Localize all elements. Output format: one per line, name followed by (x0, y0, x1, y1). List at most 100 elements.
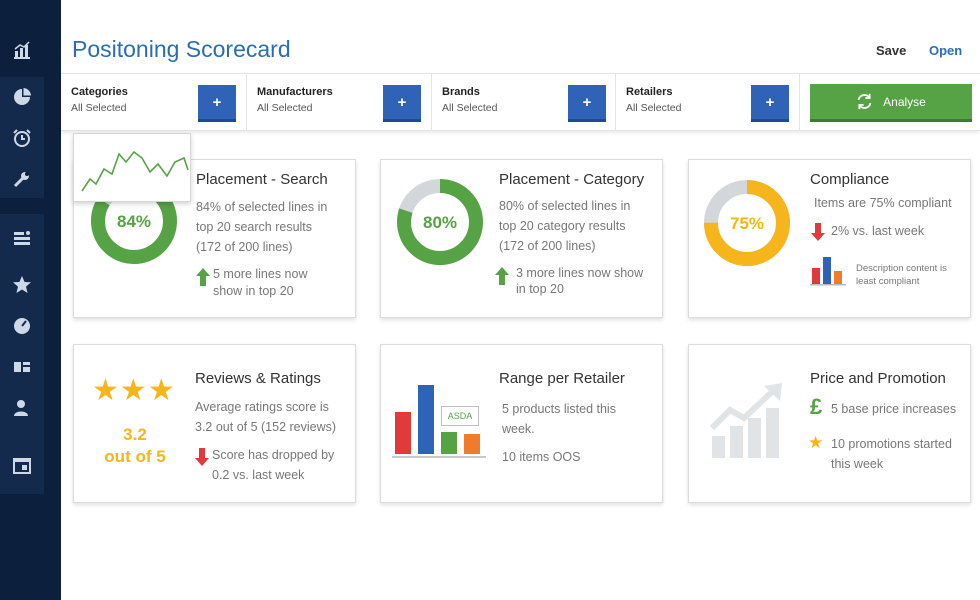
chart-icon[interactable] (0, 30, 44, 70)
card-text: Items are 75% compliant (814, 196, 952, 210)
card-title: Placement - Category (499, 171, 645, 188)
refresh-icon (857, 93, 872, 110)
filter-value: All Selected (442, 102, 498, 114)
card-title: Price and Promotion (810, 370, 946, 387)
card-text: 84% of selected lines in top 20 search r… (196, 197, 327, 257)
sidebar (0, 0, 61, 600)
text-line: top 20 search results (196, 220, 313, 234)
card-text: Average ratings score is 3.2 out of 5 (1… (195, 397, 336, 437)
arrow-down-icon (195, 448, 209, 466)
analyse-label: Analyse (883, 94, 926, 109)
window-icon[interactable] (0, 446, 44, 486)
text-line: 10 promotions started (831, 437, 952, 451)
card-title: Range per Retailer (499, 370, 625, 387)
wrench-icon[interactable] (0, 159, 44, 199)
star-icon: ★ (92, 374, 119, 407)
card-note: 3 more lines now show in top 20 (516, 265, 643, 297)
score-value: 3.2 (123, 425, 147, 444)
filter-label: Manufacturers (257, 86, 333, 98)
star-icon: ★ (119, 374, 147, 407)
text-line: 3 more lines now show (516, 266, 644, 280)
save-button[interactable]: Save (876, 43, 907, 58)
category-donut (397, 179, 483, 265)
compliance-donut (704, 180, 790, 266)
user-icon[interactable] (0, 388, 44, 428)
filter-value: All Selected (257, 102, 313, 114)
card-note: 5 more lines now show in top 20 (213, 266, 308, 300)
text-line: this week (831, 457, 884, 471)
analyse-button[interactable]: Analyse (810, 84, 972, 122)
add-retailers-button[interactable]: + (751, 85, 789, 122)
filter-value: All Selected (71, 102, 127, 114)
text-line: Average ratings score is (195, 400, 329, 414)
cards-icon[interactable] (0, 347, 44, 387)
card-title: Compliance (810, 171, 890, 188)
star-icon: ★ (147, 374, 175, 407)
text-line: week. (502, 422, 535, 436)
text-line: 0.2 vs. last week (212, 468, 305, 482)
filter-label: Brands (442, 86, 480, 98)
text-line: Description content is (856, 263, 947, 274)
retailer-tag: ASDA (441, 406, 479, 426)
page-title: Positoning Scorecard (72, 36, 291, 62)
pie-icon[interactable] (0, 77, 44, 117)
growth-chart-icon (710, 383, 782, 458)
text-line: 80% of selected lines in (499, 199, 631, 213)
promo-text: 10 promotions started this week (831, 434, 952, 474)
card-text: 5 products listed this week. (502, 399, 616, 439)
text-line: 3.2 out of 5 (152 reviews) (195, 420, 337, 434)
desc-text: Description content is least compliant (856, 262, 947, 288)
oos-text: 10 items OOS (502, 450, 581, 464)
sparkline (81, 150, 189, 192)
filter-label: Retailers (626, 86, 673, 98)
card-text: 80% of selected lines in top 20 category… (499, 196, 630, 256)
card-price-promotion[interactable] (688, 344, 971, 503)
filter-manufacturers: Manufacturers All Selected + (247, 74, 432, 130)
card-reviews-ratings[interactable] (73, 344, 356, 503)
compliance-percent: 75% (729, 214, 765, 233)
text-line: show in top 20 (213, 284, 294, 298)
text-line: least compliant (856, 276, 920, 287)
add-brands-button[interactable]: + (568, 85, 606, 122)
add-manufacturers-button[interactable]: + (383, 85, 421, 122)
alarm-icon[interactable] (0, 118, 44, 158)
text-line: 5 more lines now (213, 267, 308, 281)
filter-brands: Brands All Selected + (432, 74, 616, 130)
filter-retailers: Retailers All Selected + (616, 74, 800, 130)
text-line: in top 20 (516, 282, 564, 296)
open-button[interactable]: Open (929, 43, 963, 58)
arrow-down-icon (811, 223, 825, 241)
retailer-bar-chart-icon (392, 385, 486, 458)
text-line: (172 of 200 lines) (499, 239, 596, 253)
card-placement-category[interactable] (380, 159, 663, 318)
rating-score: 3.2 out of 5 (90, 424, 180, 468)
text-line: (172 of 200 lines) (196, 240, 293, 254)
text-line: 5 products listed this (502, 402, 616, 416)
rating-stars: ★ ★ ★ (92, 376, 175, 406)
base-price-text: 5 base price increases (831, 402, 957, 416)
filter-value: All Selected (626, 102, 682, 114)
star-icon: ★ (808, 433, 824, 452)
text-line: top 20 category results (499, 219, 626, 233)
card-note: Score has dropped by 0.2 vs. last week (212, 445, 334, 485)
category-percent: 80% (422, 213, 458, 232)
card-title: Reviews & Ratings (195, 370, 321, 387)
arrow-up-icon (196, 268, 210, 286)
add-categories-button[interactable]: + (198, 85, 236, 122)
text-line: Score has dropped by (212, 448, 335, 462)
arrow-up-icon (495, 267, 509, 285)
filter-bar: Categories All Selected + Manufacturers … (61, 73, 980, 131)
score-scale: out of 5 (104, 447, 166, 466)
list-icon[interactable] (0, 218, 44, 258)
pound-icon: £ (810, 394, 823, 419)
filter-categories: Categories All Selected + (61, 74, 247, 130)
card-title: Placement - Search (196, 171, 328, 188)
text-line: 84% of selected lines in (196, 200, 328, 214)
star-icon[interactable] (0, 265, 44, 305)
filter-label: Categories (71, 86, 128, 98)
search-percent: 84% (116, 212, 152, 231)
mini-bar-chart-icon (810, 257, 846, 286)
trend-sparkline-popup (73, 133, 191, 202)
change-text: 2% vs. last week (831, 224, 925, 238)
dashboard-icon[interactable] (0, 306, 44, 346)
